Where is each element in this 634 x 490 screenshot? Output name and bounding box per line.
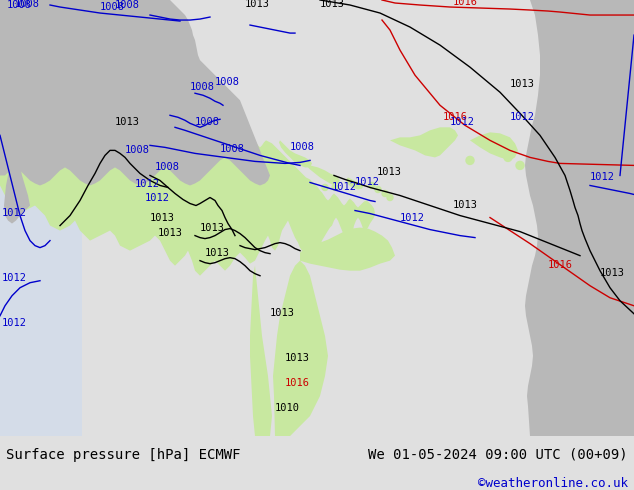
- Text: 1008: 1008: [220, 145, 245, 154]
- Text: 1012: 1012: [2, 208, 27, 218]
- Polygon shape: [250, 266, 272, 436]
- Circle shape: [387, 195, 393, 200]
- Text: 1016: 1016: [453, 0, 477, 7]
- Circle shape: [516, 161, 524, 170]
- Text: 1008: 1008: [115, 0, 140, 10]
- Polygon shape: [308, 166, 340, 186]
- Text: We 01-05-2024 09:00 UTC (00+09): We 01-05-2024 09:00 UTC (00+09): [368, 448, 628, 462]
- Polygon shape: [0, 0, 375, 276]
- Text: 1016: 1016: [443, 112, 467, 122]
- Circle shape: [322, 184, 328, 191]
- Circle shape: [466, 156, 474, 165]
- Polygon shape: [390, 127, 458, 157]
- Circle shape: [496, 147, 504, 154]
- Text: 1016: 1016: [285, 378, 310, 388]
- Text: 1013: 1013: [377, 168, 402, 177]
- Text: 1012: 1012: [510, 112, 535, 122]
- Text: 1008: 1008: [7, 0, 32, 10]
- Text: 1012: 1012: [355, 177, 380, 188]
- Text: 1010: 1010: [275, 403, 300, 413]
- Text: 1012: 1012: [2, 318, 27, 328]
- Text: 1012: 1012: [332, 182, 357, 193]
- Polygon shape: [82, 85, 105, 225]
- Text: 1013: 1013: [270, 308, 295, 318]
- Text: 1013: 1013: [320, 0, 345, 9]
- Text: 1008: 1008: [15, 0, 40, 9]
- Text: 1013: 1013: [285, 353, 310, 363]
- Text: 1008: 1008: [155, 162, 180, 172]
- Text: 1012: 1012: [135, 179, 160, 190]
- Text: 1013: 1013: [600, 268, 625, 278]
- Text: 1013: 1013: [453, 199, 478, 210]
- Circle shape: [369, 182, 375, 189]
- Text: 1016: 1016: [548, 260, 573, 270]
- Polygon shape: [0, 0, 270, 186]
- Text: 1013: 1013: [245, 0, 270, 9]
- Text: 1008: 1008: [190, 82, 215, 92]
- Polygon shape: [300, 227, 395, 270]
- Polygon shape: [525, 0, 634, 436]
- Polygon shape: [0, 0, 30, 223]
- Text: 1013: 1013: [200, 222, 225, 233]
- Text: 1008: 1008: [195, 117, 220, 127]
- Text: 1008: 1008: [290, 143, 315, 152]
- Polygon shape: [470, 132, 518, 160]
- Text: 1008: 1008: [215, 77, 240, 87]
- Polygon shape: [279, 140, 312, 168]
- Circle shape: [504, 153, 512, 161]
- Text: Surface pressure [hPa] ECMWF: Surface pressure [hPa] ECMWF: [6, 448, 241, 462]
- Text: 1013: 1013: [150, 213, 175, 222]
- Polygon shape: [273, 261, 328, 436]
- Text: 1013: 1013: [158, 227, 183, 238]
- Text: 1012: 1012: [450, 117, 475, 127]
- Text: 1013: 1013: [205, 247, 230, 258]
- Circle shape: [332, 184, 338, 191]
- Polygon shape: [558, 100, 634, 137]
- Polygon shape: [0, 0, 82, 436]
- Text: 1012: 1012: [590, 172, 615, 182]
- Circle shape: [375, 187, 381, 193]
- Polygon shape: [346, 177, 364, 190]
- Text: 1013: 1013: [510, 79, 535, 89]
- Text: 1012: 1012: [400, 213, 425, 222]
- Text: 1012: 1012: [145, 193, 170, 202]
- Text: ©weatheronline.co.uk: ©weatheronline.co.uk: [477, 477, 628, 490]
- Text: 1008: 1008: [125, 146, 150, 155]
- Text: 1012: 1012: [2, 273, 27, 283]
- Polygon shape: [244, 155, 268, 183]
- Text: 1008: 1008: [100, 2, 125, 12]
- Circle shape: [382, 191, 388, 196]
- Text: 1013: 1013: [115, 117, 140, 127]
